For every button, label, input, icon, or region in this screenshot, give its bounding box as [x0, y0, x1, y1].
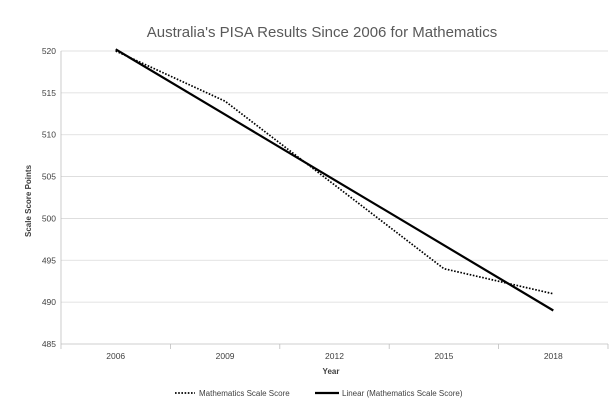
x-tick-label: 2006 [106, 351, 125, 361]
y-tick-label: 510 [42, 130, 56, 140]
y-tick-label: 485 [42, 339, 56, 349]
trendline-linear [115, 48, 554, 312]
x-tick-label: 2015 [434, 351, 453, 361]
x-tick-label: 2012 [325, 351, 344, 361]
legend-label: Linear (Mathematics Scale Score) [342, 389, 463, 398]
x-tick-label: 2009 [216, 351, 235, 361]
y-axis-title: Scale Score Points [24, 164, 33, 237]
legend-label: Mathematics Scale Score [199, 389, 290, 398]
series-lines [115, 48, 554, 312]
y-tick-label: 505 [42, 172, 56, 182]
x-axis-title: Year [323, 367, 340, 376]
y-tick-labels: 485 490 495 500 505 510 515 520 [42, 46, 56, 349]
chart-title: Australia's PISA Results Since 2006 for … [147, 24, 498, 41]
axes [60, 51, 609, 349]
legend: Mathematics Scale Score Linear (Mathemati… [175, 389, 463, 398]
y-tick-label: 490 [42, 297, 56, 307]
x-tick-labels: 2006 2009 2012 2015 2018 [106, 351, 563, 361]
series-line-mathematics-score [115, 50, 554, 295]
y-tick-label: 520 [42, 46, 56, 56]
y-tick-label: 500 [42, 213, 56, 223]
y-tick-label: 495 [42, 255, 56, 265]
y-tick-label: 515 [42, 88, 56, 98]
x-tick-label: 2018 [544, 351, 563, 361]
gridlines [61, 50, 608, 303]
